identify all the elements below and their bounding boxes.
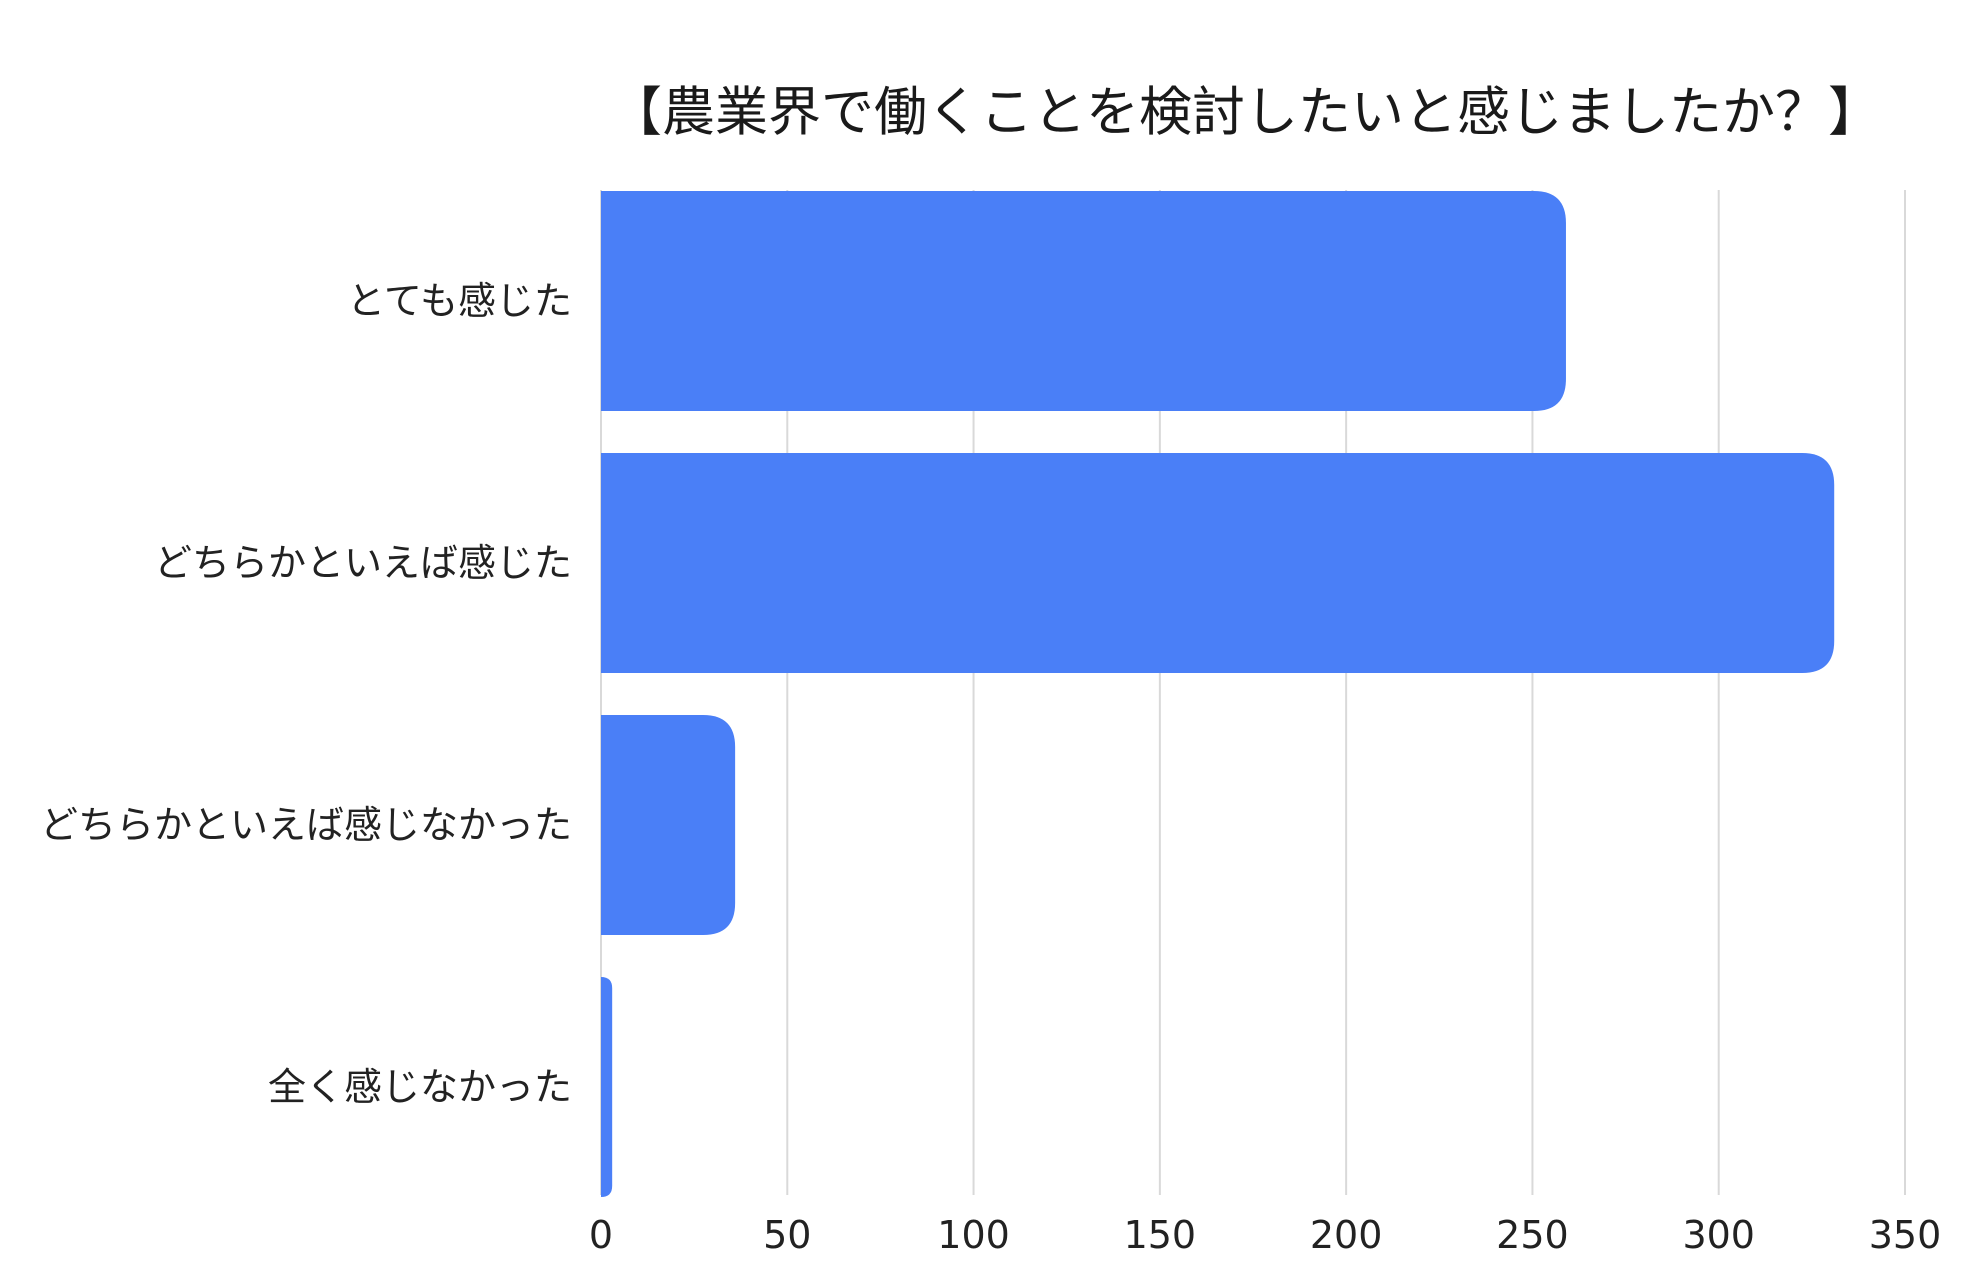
x-tick-label: 250 xyxy=(1496,1213,1569,1257)
chart-title: 【農業界で働くことを検討したいと感じましたか？】 xyxy=(609,82,1881,143)
x-tick-label: 100 xyxy=(937,1213,1010,1257)
x-tick-label: 150 xyxy=(1124,1213,1197,1257)
bars xyxy=(601,191,1835,1197)
bar-2 xyxy=(601,453,1835,673)
category-label: どちらかといえば感じなかった xyxy=(40,803,572,847)
bar-4 xyxy=(601,977,613,1197)
bar-3 xyxy=(601,715,736,935)
x-tick-label: 0 xyxy=(589,1213,613,1257)
category-label: どちらかといえば感じた xyxy=(154,541,572,585)
x-axis: 0 50 100 150 200 250 300 350 xyxy=(589,1213,1941,1257)
x-tick-label: 200 xyxy=(1310,1213,1383,1257)
x-tick-label: 300 xyxy=(1682,1213,1755,1257)
x-tick-label: 350 xyxy=(1869,1213,1942,1257)
x-tick-label: 50 xyxy=(763,1213,811,1257)
category-label: とても感じた xyxy=(347,279,572,323)
bar-1 xyxy=(601,191,1566,411)
category-label: 全く感じなかった xyxy=(268,1065,572,1109)
